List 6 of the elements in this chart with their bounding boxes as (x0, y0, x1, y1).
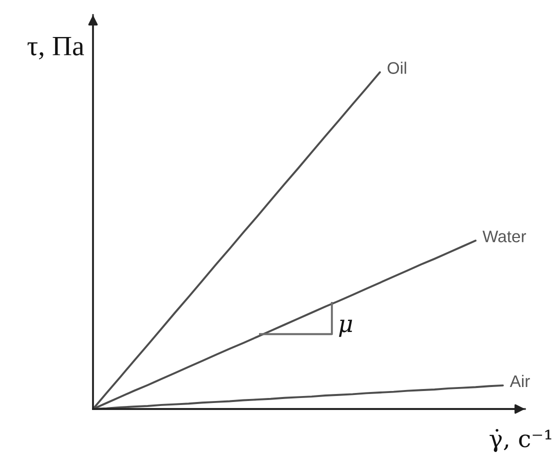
series-label: Air (510, 374, 530, 387)
y-axis-title: τ, Па (28, 36, 84, 60)
x-axis-title: γ̇, с⁻¹ (490, 428, 552, 452)
annotation: μ (338, 320, 352, 337)
series-label: Oil (388, 62, 406, 74)
series-label: Water (482, 230, 526, 242)
